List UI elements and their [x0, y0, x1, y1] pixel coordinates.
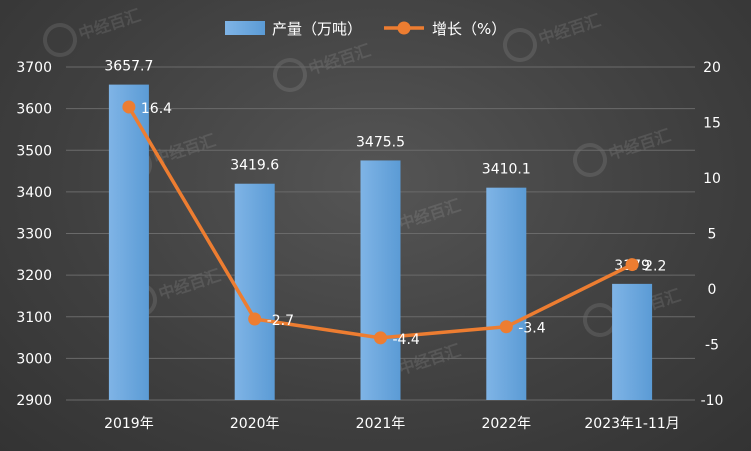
y-right-tick-label: 0 — [708, 282, 717, 298]
growth-point — [122, 100, 136, 114]
watermark: 中经百汇 — [43, 5, 143, 57]
y-left-tick-label: 3100 — [16, 310, 52, 326]
x-tick-label: 2020年 — [230, 416, 280, 432]
watermark-text: 中经百汇 — [156, 265, 223, 303]
watermark-text: 中经百汇 — [306, 40, 373, 78]
bar — [108, 84, 149, 401]
watermark-text: 中经百汇 — [396, 195, 463, 233]
watermark-text: 中经百汇 — [606, 125, 673, 163]
y-right-tick-label: -5 — [705, 338, 719, 354]
bar-value-label: 3657.7 — [104, 59, 153, 75]
watermark-text: 中经百汇 — [76, 5, 143, 43]
bar-value-label: 3419.6 — [230, 158, 279, 174]
growth-value-label: -4.4 — [393, 332, 420, 348]
growth-value-label: 16.4 — [141, 101, 172, 117]
growth-value-label: -3.4 — [518, 321, 545, 337]
y-left-tick-label: 3000 — [16, 351, 52, 367]
y-left-tick-label: 3600 — [16, 102, 52, 118]
watermark: 中经百汇 — [503, 10, 603, 62]
growth-point — [625, 258, 639, 272]
watermark-text: 中经百汇 — [536, 10, 603, 48]
axis-ticks: 2900 3000 3100 3200 3300 3400 3500 3600 3700 -10 -… — [16, 60, 723, 432]
y-right-tick-label: -10 — [701, 393, 724, 409]
watermark-circle — [43, 23, 77, 57]
y-left-tick-label: 3700 — [16, 60, 52, 76]
watermark-circle — [573, 143, 607, 177]
y-right-tick-label: 10 — [703, 171, 721, 187]
legend-line-label: 增长（%） — [432, 20, 506, 38]
watermark-circle — [503, 28, 537, 62]
x-tick-label: 2021年 — [356, 416, 406, 432]
bar — [360, 160, 401, 400]
bar-value-label: 3475.5 — [356, 134, 405, 150]
y-left-tick-label: 3300 — [16, 227, 52, 243]
growth-point — [374, 331, 387, 345]
y-left-tick-label: 2900 — [16, 393, 52, 409]
growth-value-label: -2.7 — [267, 313, 294, 329]
growth-point — [499, 320, 513, 334]
y-left-tick-label: 3400 — [16, 185, 52, 201]
bar — [234, 183, 275, 400]
legend-line-marker — [397, 21, 411, 35]
watermark: 中经百汇 — [273, 40, 373, 92]
x-tick-label: 2022年 — [481, 416, 531, 432]
x-tick-label: 2023年1-11月 — [584, 416, 679, 432]
bar-value-label: 3410.1 — [482, 162, 531, 178]
y-right-tick-label: 15 — [703, 116, 721, 132]
legend: 产量（万吨） 增长（%） — [225, 20, 506, 38]
y-right-tick-label: 20 — [703, 60, 721, 76]
bar — [486, 187, 527, 400]
x-tick-label: 2019年 — [104, 416, 154, 432]
y-left-tick-label: 3500 — [16, 143, 52, 159]
legend-bar-swatch — [225, 21, 265, 35]
legend-bar-label: 产量（万吨） — [272, 20, 362, 38]
line-series: 16.4 -2.7 -4.4 -3.4 2.2 — [122, 100, 666, 348]
watermark: 中经百汇 — [573, 125, 673, 177]
watermark-circle — [273, 58, 307, 92]
growth-value-label: 2.2 — [644, 259, 666, 275]
y-right-tick-label: 5 — [708, 227, 717, 243]
growth-point — [248, 312, 262, 326]
y-left-tick-label: 3200 — [16, 268, 52, 284]
bar — [612, 283, 653, 400]
